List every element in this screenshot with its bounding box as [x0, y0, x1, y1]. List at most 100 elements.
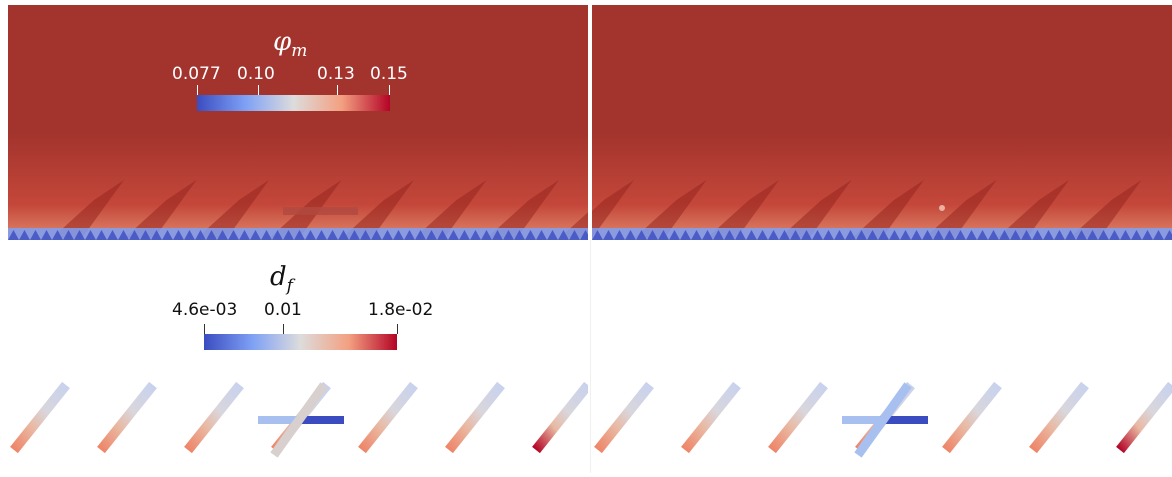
bottom-band-triangle — [1153, 230, 1164, 240]
bottom-band-triangle — [8, 230, 19, 240]
d-f-tick-mark — [397, 324, 398, 334]
panel-divider-lower — [590, 240, 591, 473]
bottom-band-triangle — [63, 230, 74, 240]
bottom-band-triangle — [85, 230, 96, 240]
phi-m-colorbar-gradient — [197, 95, 390, 111]
bottom-band-triangle — [349, 230, 360, 240]
bottom-band-triangle — [536, 230, 547, 240]
bottom-band-triangle — [74, 230, 85, 240]
fracture-wedge — [852, 180, 924, 238]
fracture-shading — [562, 180, 1142, 238]
fracture-bar — [445, 381, 505, 454]
phi-m-tick-label: 0.077 — [172, 64, 221, 84]
bottom-band-triangle — [470, 230, 481, 240]
d-f-tick-label: 4.6e-03 — [172, 300, 238, 320]
bottom-band-triangle — [503, 230, 514, 240]
bottom-band-triangle — [988, 230, 999, 240]
panel-divider — [588, 0, 592, 240]
bottom-band-triangle — [801, 230, 812, 240]
bottom-band-triangle — [922, 230, 933, 240]
bottom-band-triangle — [316, 230, 327, 240]
bottom-band-triangle — [481, 230, 492, 240]
fracture-bar — [358, 381, 418, 454]
bottom-band-triangle — [977, 230, 988, 240]
bottom-band-triangle — [768, 230, 779, 240]
bottom-band-triangle — [393, 230, 404, 240]
bottom-band-triangle — [19, 230, 30, 240]
fracture-wedge — [1069, 180, 1142, 238]
phi-m-tick-mark — [337, 85, 338, 95]
bottom-band-triangle — [713, 230, 724, 240]
fracture-wedge — [414, 180, 487, 238]
bottom-band-triangle — [239, 230, 250, 240]
bottom-band-triangle — [118, 230, 129, 240]
bottom-band-triangle — [625, 230, 636, 240]
bottom-band-triangle — [592, 230, 603, 240]
bottom-band-triangle — [184, 230, 195, 240]
bottom-band-triangle — [944, 230, 955, 240]
bottom-band-triangle — [812, 230, 823, 240]
right-simulation-panel — [562, 0, 1172, 473]
fracture-bar — [1116, 381, 1172, 454]
bottom-band-triangle — [658, 230, 669, 240]
bottom-band-triangle — [1021, 230, 1032, 240]
bottom-band-triangle — [933, 230, 944, 240]
bottom-band — [8, 228, 596, 240]
bottom-band-triangle — [283, 230, 294, 240]
bottom-band — [592, 228, 1172, 240]
bottom-band-triangle — [1076, 230, 1087, 240]
bottom-band-triangle — [856, 230, 867, 240]
bottom-band-triangle — [614, 230, 625, 240]
phi-m-tick-label: 0.15 — [370, 64, 408, 84]
bottom-band-triangle — [492, 230, 503, 240]
bottom-band-triangle — [845, 230, 856, 240]
bottom-band-triangle — [305, 230, 316, 240]
bottom-band-triangle — [173, 230, 184, 240]
bottom-band-triangle — [250, 230, 261, 240]
bottom-band-triangle — [525, 230, 536, 240]
phi-m-tick-mark — [389, 85, 390, 95]
bottom-band-triangle — [448, 230, 459, 240]
fracture-bar — [10, 381, 70, 454]
bottom-band-triangle — [647, 230, 658, 240]
bottom-band-triangle — [382, 230, 393, 240]
bottom-band-triangle — [724, 230, 735, 240]
bottom-band-triangle — [779, 230, 790, 240]
bottom-band-triangle — [669, 230, 680, 240]
bottom-band-triangle — [867, 230, 878, 240]
bottom-band-triangle — [1131, 230, 1142, 240]
horizontal-fracture-bar-core — [296, 416, 344, 424]
right-field-view — [562, 5, 1172, 458]
bottom-band-triangle — [746, 230, 757, 240]
fracture-wedge — [52, 180, 124, 238]
bottom-band-triangle — [1043, 230, 1054, 240]
phi-m-colorbar: φm 0.077 0.10 0.13 0.15 — [170, 22, 420, 117]
d-f-colorbar: df 4.6e-03 0.01 1.8e-02 — [170, 262, 440, 357]
phi-m-tick-mark — [258, 85, 259, 95]
bottom-band-triangle — [1109, 230, 1120, 240]
fracture-wedge — [634, 180, 707, 238]
d-f-colorbar-title: df — [270, 262, 293, 297]
inclined-fracture-bar — [270, 382, 328, 458]
fracture-wedge — [124, 180, 197, 238]
phi-m-tick-label: 0.13 — [317, 64, 355, 84]
bottom-band-triangle — [1142, 230, 1153, 240]
bottom-band-triangle — [1120, 230, 1131, 240]
bottom-band-triangle — [437, 230, 448, 240]
fracture-wedge — [997, 180, 1069, 238]
bottom-band-triangle — [151, 230, 162, 240]
bottom-band-triangle — [107, 230, 118, 240]
fracture-set — [594, 381, 1172, 458]
fracture-wedge — [779, 180, 852, 238]
fracture-bar — [681, 381, 741, 454]
bottom-band-triangle — [1065, 230, 1076, 240]
bottom-band-triangle — [547, 230, 558, 240]
bottom-band-triangle — [1054, 230, 1065, 240]
bottom-band-triangle — [1032, 230, 1043, 240]
bottom-band-triangle — [823, 230, 834, 240]
bottom-band-triangle — [206, 230, 217, 240]
bottom-band-triangle — [327, 230, 338, 240]
bottom-band-triangle — [338, 230, 349, 240]
horizontal-fracture-bar-core — [880, 416, 928, 424]
bottom-band-triangle — [371, 230, 382, 240]
